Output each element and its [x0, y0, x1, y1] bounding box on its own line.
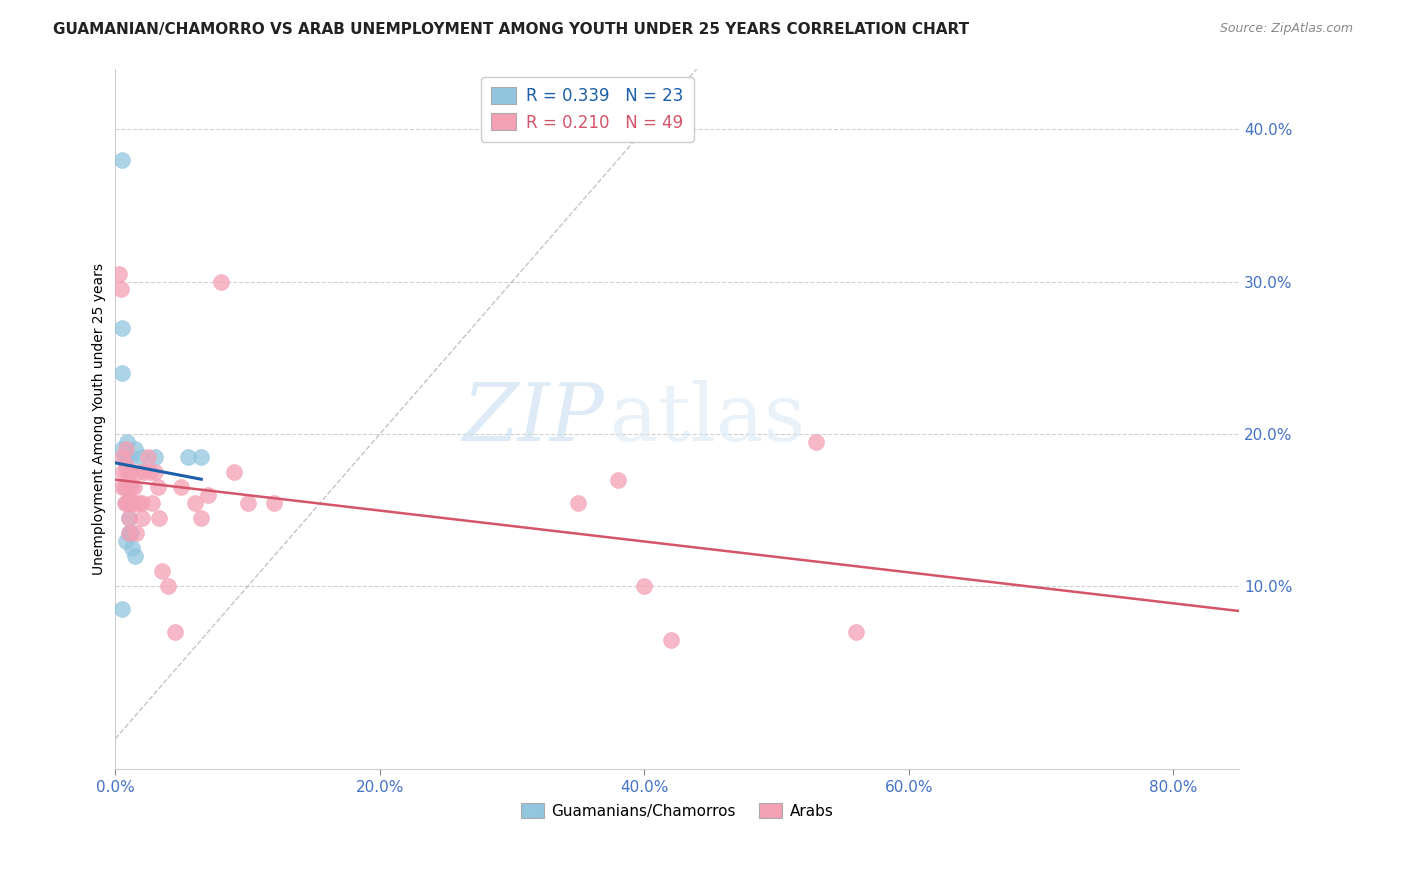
- Point: [117, 511, 139, 525]
- Point: [163, 625, 186, 640]
- Point: [117, 526, 139, 541]
- Point: [197, 488, 219, 502]
- Point: [138, 465, 160, 479]
- Point: [143, 465, 166, 479]
- Point: [112, 465, 135, 479]
- Point: [120, 450, 142, 464]
- Point: [633, 580, 655, 594]
- Point: [224, 465, 246, 479]
- Y-axis label: Unemployment Among Youth under 25 years: Unemployment Among Youth under 25 years: [93, 263, 107, 575]
- Point: [111, 320, 134, 334]
- Point: [110, 282, 132, 296]
- Point: [236, 496, 259, 510]
- Point: [124, 442, 146, 457]
- Point: [115, 533, 138, 548]
- Point: [121, 496, 143, 510]
- Point: [131, 496, 153, 510]
- Point: [124, 496, 146, 510]
- Point: [117, 496, 139, 510]
- Point: [209, 275, 232, 289]
- Point: [111, 450, 134, 464]
- Point: [124, 549, 146, 563]
- Point: [138, 450, 160, 464]
- Point: [150, 564, 173, 578]
- Point: [606, 473, 628, 487]
- Point: [263, 496, 285, 510]
- Point: [115, 450, 138, 464]
- Point: [127, 465, 149, 479]
- Point: [148, 511, 170, 525]
- Point: [115, 496, 138, 510]
- Point: [115, 434, 138, 449]
- Point: [143, 450, 166, 464]
- Point: [117, 480, 139, 494]
- Text: GUAMANIAN/CHAMORRO VS ARAB UNEMPLOYMENT AMONG YOUTH UNDER 25 YEARS CORRELATION C: GUAMANIAN/CHAMORRO VS ARAB UNEMPLOYMENT …: [53, 22, 970, 37]
- Point: [118, 465, 141, 479]
- Point: [146, 480, 169, 494]
- Legend: Guamanians/Chamorros, Arabs: Guamanians/Chamorros, Arabs: [515, 797, 839, 825]
- Point: [114, 480, 136, 494]
- Point: [845, 625, 868, 640]
- Point: [141, 496, 163, 510]
- Point: [125, 526, 148, 541]
- Point: [131, 511, 153, 525]
- Point: [117, 496, 139, 510]
- Point: [111, 602, 134, 616]
- Point: [111, 480, 134, 494]
- Text: ZIP: ZIP: [463, 380, 605, 458]
- Point: [170, 480, 193, 494]
- Point: [134, 465, 156, 479]
- Point: [108, 267, 131, 281]
- Point: [115, 458, 138, 472]
- Point: [659, 632, 682, 647]
- Point: [111, 366, 134, 380]
- Point: [804, 434, 827, 449]
- Point: [111, 442, 134, 457]
- Point: [117, 511, 139, 525]
- Point: [115, 465, 138, 479]
- Point: [120, 526, 142, 541]
- Point: [177, 450, 200, 464]
- Point: [114, 496, 136, 510]
- Point: [117, 526, 139, 541]
- Point: [128, 496, 150, 510]
- Point: [121, 541, 143, 556]
- Text: Source: ZipAtlas.com: Source: ZipAtlas.com: [1219, 22, 1353, 36]
- Point: [115, 442, 138, 457]
- Point: [157, 580, 180, 594]
- Point: [115, 496, 138, 510]
- Point: [122, 480, 145, 494]
- Point: [114, 480, 136, 494]
- Point: [120, 480, 142, 494]
- Point: [190, 450, 212, 464]
- Point: [567, 496, 589, 510]
- Point: [114, 450, 136, 464]
- Point: [111, 153, 134, 167]
- Text: atlas: atlas: [610, 380, 806, 458]
- Point: [190, 511, 212, 525]
- Point: [183, 496, 205, 510]
- Point: [131, 450, 153, 464]
